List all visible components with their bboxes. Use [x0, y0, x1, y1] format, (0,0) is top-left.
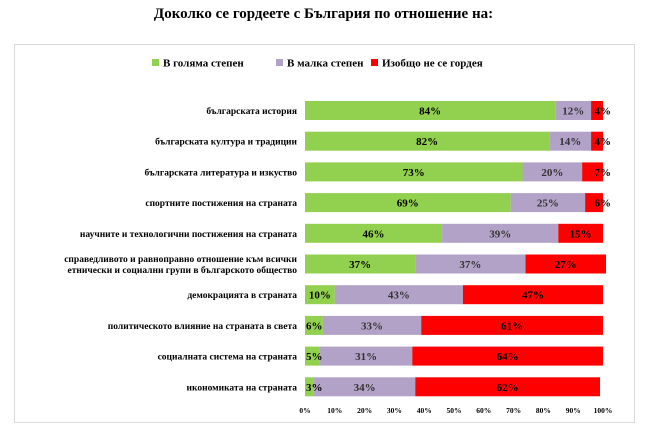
- value-label: 39%: [489, 228, 511, 240]
- bar-segment-3: [591, 131, 603, 151]
- value-label: 84%: [419, 106, 441, 118]
- bar-segment-2: [555, 101, 592, 120]
- value-label: 33%: [361, 320, 383, 332]
- value-label: 6%: [595, 198, 612, 210]
- bar-segment-3: [582, 162, 603, 182]
- value-label: 31%: [355, 351, 377, 363]
- bar-segment-3: [421, 315, 603, 335]
- chart-frame: [14, 44, 635, 423]
- value-label: 12%: [562, 106, 584, 118]
- bar-segment-3: [591, 101, 603, 120]
- x-tick-label: 20%: [357, 406, 372, 415]
- value-label: 25%: [537, 198, 559, 210]
- bar-segment-1: [305, 131, 550, 151]
- bar-segment-2: [415, 254, 526, 274]
- value-label: 27%: [555, 259, 577, 271]
- x-tick-label: 60%: [476, 406, 491, 415]
- bar-segment-1: [305, 315, 323, 335]
- x-tick-label: 80%: [536, 406, 551, 415]
- category-label: икономиката на страната: [187, 383, 298, 393]
- value-label: 82%: [416, 136, 438, 148]
- category-label: демокрацията в страната: [187, 291, 297, 301]
- x-tick-label: 0%: [299, 406, 310, 415]
- category-label: българската история: [206, 106, 297, 117]
- value-label: 4%: [595, 136, 612, 148]
- bar-segment-2: [522, 162, 583, 182]
- value-label: 34%: [354, 382, 376, 394]
- category-label: социалната система на страната: [158, 353, 298, 363]
- value-label: 73%: [403, 167, 425, 179]
- bar-segment-1: [305, 162, 523, 182]
- category-label: научните и технологични постижения на ст…: [80, 230, 297, 240]
- legend-label-1: В голяма степен: [163, 58, 244, 70]
- bar-segment-2: [510, 193, 586, 213]
- bar-segment-3: [525, 254, 606, 274]
- legend-swatch-3: [371, 59, 378, 66]
- bar-segment-1: [305, 101, 556, 120]
- value-label: 7%: [595, 167, 612, 179]
- category-label: българската литература и изкуство: [145, 167, 298, 178]
- value-label: 3%: [306, 382, 323, 394]
- bar-segment-2: [442, 223, 559, 243]
- bar-segment-2: [319, 346, 413, 366]
- bar-segment-1: [305, 193, 511, 213]
- value-label: 6%: [306, 320, 323, 332]
- value-label: 37%: [459, 259, 481, 271]
- value-label: 20%: [541, 167, 563, 179]
- category-label: политическото влияние на страната в свет…: [108, 322, 297, 332]
- bar-segment-3: [585, 193, 603, 213]
- bar-segment-2: [313, 377, 416, 397]
- x-tick-label: 10%: [327, 406, 342, 415]
- category-label: българската култура и традиции: [155, 137, 297, 148]
- bar-segment-1: [305, 223, 443, 243]
- bar-segment-1: [305, 254, 416, 274]
- x-tick-label: 30%: [387, 406, 402, 415]
- legend-swatch-2: [276, 59, 283, 66]
- value-label: 4%: [595, 106, 612, 118]
- value-label: 10%: [309, 290, 331, 302]
- value-label: 47%: [522, 290, 544, 302]
- value-label: 5%: [306, 351, 323, 363]
- x-tick-label: 90%: [566, 406, 581, 415]
- bar-segment-1: [305, 285, 335, 305]
- value-label: 14%: [559, 136, 581, 148]
- category-label: спортните постижения на страната: [145, 199, 297, 209]
- value-label: 43%: [388, 290, 410, 302]
- legend-label-3: Изобщо не се гордея: [382, 58, 483, 70]
- bar-segment-1: [305, 377, 314, 397]
- bar-segment-3: [412, 346, 603, 366]
- value-label: 62%: [497, 382, 519, 394]
- x-tick-label: 70%: [506, 406, 521, 415]
- value-label: 15%: [570, 228, 592, 240]
- bar-segment-2: [322, 315, 422, 335]
- value-label: 61%: [501, 320, 523, 332]
- x-tick-label: 40%: [417, 406, 432, 415]
- x-tick-label: 100%: [594, 406, 613, 415]
- legend-swatch-1: [152, 59, 159, 66]
- value-label: 64%: [497, 351, 519, 363]
- value-label: 37%: [349, 259, 371, 271]
- value-label: 46%: [363, 228, 385, 240]
- bar-segment-2: [334, 285, 463, 305]
- bar-segment-3: [415, 377, 601, 397]
- value-label: 69%: [397, 198, 419, 210]
- bar-segment-2: [549, 131, 592, 151]
- bar-segment-3: [558, 223, 603, 243]
- chart-title: Доколко се гордеете с България по отноше…: [153, 6, 494, 22]
- legend-label-2: В малка степен: [287, 58, 364, 70]
- bar-segment-3: [462, 285, 603, 305]
- bar-segment-1: [305, 346, 320, 366]
- category-label: справедливото и равноправно отношение къ…: [64, 255, 297, 276]
- x-tick-label: 50%: [447, 406, 462, 415]
